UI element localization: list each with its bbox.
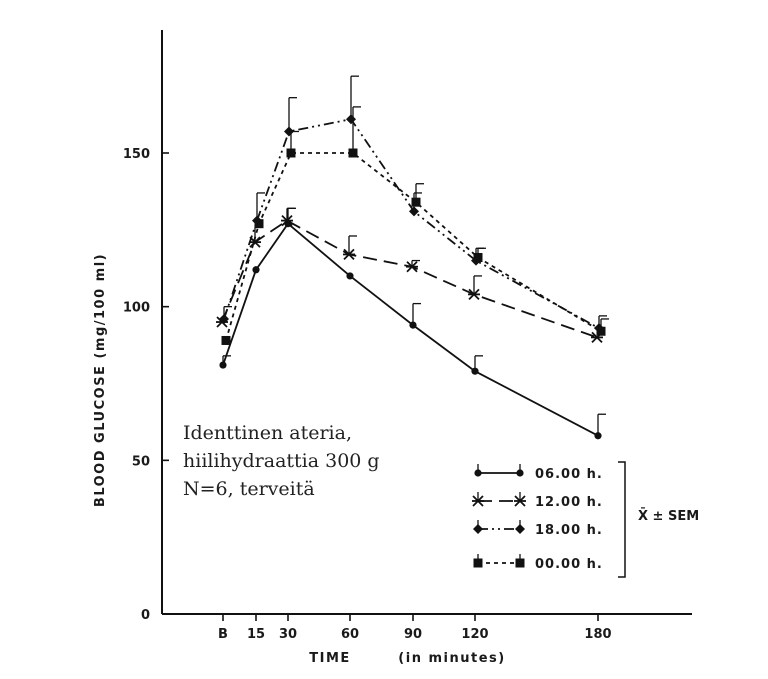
legend-marker — [514, 495, 526, 507]
data-point — [252, 266, 260, 274]
series-line — [222, 222, 599, 437]
data-point — [286, 148, 296, 158]
y-tick-label: 150 — [123, 147, 150, 162]
series-lines — [221, 118, 602, 437]
legend-marker — [472, 495, 484, 507]
legend-marker — [473, 558, 483, 568]
annotation-text: Identtinen ateria, hiilihydraattia 300 g… — [183, 422, 380, 500]
data-point — [409, 206, 419, 217]
annotation-line-2: hiilihydraattia 300 g — [183, 450, 380, 472]
x-axis-title: TIME — [309, 651, 351, 666]
x-tick-label: 120 — [461, 627, 488, 642]
annotation-line-1: Identtinen ateria, — [183, 422, 352, 444]
legend-label: 18.00 h. — [535, 523, 603, 538]
legend-marker — [515, 558, 525, 568]
data-point — [343, 248, 355, 261]
data-point — [348, 148, 358, 158]
x-tick-label: 15 — [247, 627, 265, 642]
x-tick-label: B — [218, 627, 228, 642]
x-tick-label: 30 — [279, 627, 297, 642]
error-bars — [222, 75, 609, 436]
legend-marker — [473, 524, 483, 534]
data-point — [468, 288, 480, 301]
data-point — [411, 197, 421, 207]
data-point — [249, 236, 261, 248]
legend-marker — [474, 469, 482, 477]
legend-label: 06.00 h. — [535, 467, 603, 482]
legend-label: 00.00 h. — [535, 557, 603, 572]
data-point — [346, 114, 356, 125]
y-tick-label: 0 — [141, 608, 150, 623]
data-point — [219, 361, 227, 369]
data-point — [219, 313, 229, 324]
annotation-line-3: N=6, terveitä — [183, 478, 315, 500]
x-axis-unit: (in minutes) — [398, 651, 505, 666]
legend-sem-note: X̄ ± SEM — [638, 508, 699, 524]
data-point — [254, 219, 264, 229]
ticks: 0 50 100 150 B 15 30 60 90 120 180 — [123, 147, 612, 642]
series-markers — [216, 114, 606, 440]
y-tick-label: 100 — [123, 301, 150, 316]
data-point — [221, 335, 231, 345]
data-point — [596, 326, 606, 336]
axes — [161, 30, 692, 615]
legend-marker — [516, 469, 524, 477]
data-point — [473, 252, 483, 262]
x-tick-label: 90 — [404, 627, 422, 642]
x-tick-label: 180 — [584, 627, 611, 642]
data-point — [284, 126, 294, 137]
data-point — [281, 214, 293, 227]
x-tick-label: 60 — [341, 627, 359, 642]
y-tick-label: 50 — [132, 454, 150, 469]
legend-label: 12.00 h. — [535, 495, 603, 510]
legend: 06.00 h. 12.00 h. 18.00 h. 00.00 h. — [472, 461, 626, 578]
data-point — [471, 367, 479, 375]
legend-bracket — [618, 461, 626, 578]
legend-marker — [515, 524, 525, 534]
data-point — [406, 261, 418, 273]
data-point — [594, 432, 602, 440]
data-point — [409, 321, 417, 329]
data-point — [346, 272, 354, 280]
y-axis-title: BLOOD GLUCOSE (mg/100 ml) — [93, 253, 108, 507]
